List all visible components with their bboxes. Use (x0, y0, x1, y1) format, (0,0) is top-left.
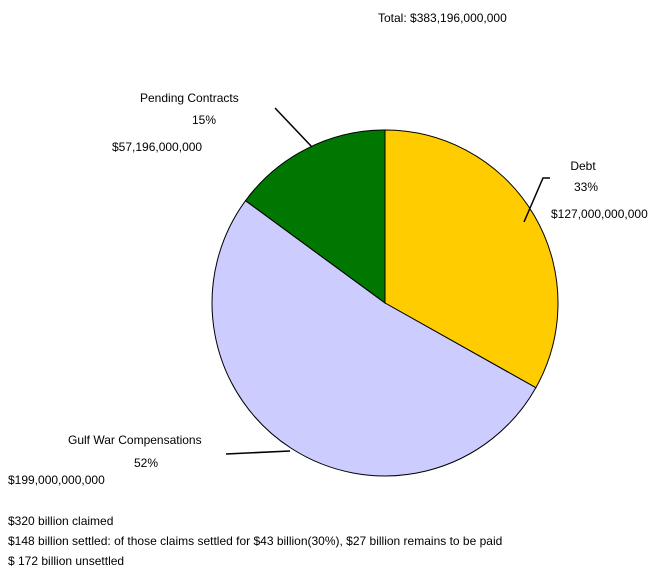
slice-label-gulf-war: Gulf War Compensations (68, 433, 202, 447)
leader-line-pending (274, 107, 313, 148)
slice-value-pending: $57,196,000,000 (112, 140, 202, 154)
notes: $320 billion claimed $148 billion settle… (8, 511, 502, 571)
note-claimed: $320 billion claimed (8, 514, 114, 528)
note-settled: $148 billion settled: of those claims se… (8, 534, 503, 548)
slice-value-gulf-war: $199,000,000,000 (8, 473, 105, 487)
note-unsettled: $ 172 billion unsettled (8, 554, 125, 568)
pie-slices (211, 129, 559, 477)
slice-gulf-war-compensations (211, 199, 537, 477)
pie-chart: Total: $383,196,000,000 Debt 33% $127,00… (8, 11, 648, 487)
slice-percent-debt: 33% (574, 180, 598, 194)
slice-value-debt: $127,000,000,000 (551, 207, 648, 221)
leader-line-gulf-war (225, 450, 291, 455)
slice-percent-gulf-war: 52% (134, 456, 158, 470)
slice-label-debt: Debt (570, 159, 596, 173)
slice-percent-pending: 15% (192, 113, 216, 127)
leader-line-debt (523, 177, 550, 223)
chart-title: Total: $383,196,000,000 (378, 11, 507, 25)
slice-debt (384, 129, 559, 389)
slice-pending-contracts (244, 129, 386, 304)
leader-lines (225, 107, 550, 455)
slice-label-pending: Pending Contracts (140, 91, 239, 105)
